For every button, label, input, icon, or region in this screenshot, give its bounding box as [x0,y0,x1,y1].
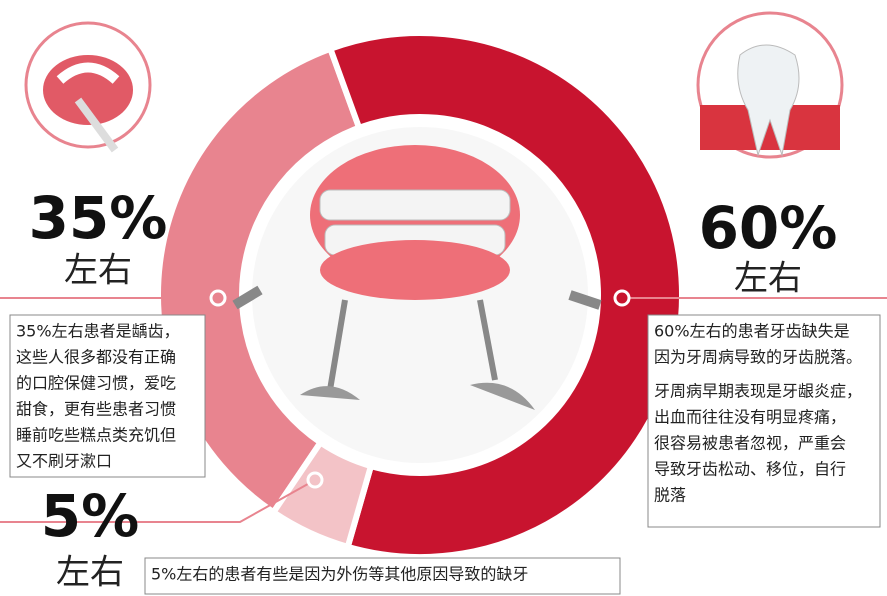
description-line: 这些人很多都没有正确 [16,348,176,367]
connector-dot [615,291,629,305]
description-line: 因为牙周病导致的牙齿脱落。 [654,348,862,367]
description-line: 又不刷牙漱口 [16,452,112,471]
description-line: 脱落 [654,486,686,505]
description-line: 的口腔保健习惯，爱吃 [16,374,176,393]
page: 35%左右35%左右患者是龋齿，这些人很多都没有正确的口腔保健习惯，爱吃甜食，更… [0,0,887,596]
chart: 35%左右35%左右患者是龋齿，这些人很多都没有正确的口腔保健习惯，爱吃甜食，更… [0,0,887,596]
description-line: 60%左右的患者牙齿缺失是 [654,322,850,341]
description-line: 35%左右患者是龋齿， [16,322,180,341]
description-line: 牙周病早期表现是牙龈炎症， [654,382,862,401]
value-label: 35% [29,184,168,252]
value-label: 5% [41,482,139,550]
description-line: 睡前吃些糕点类充饥但 [16,426,176,445]
description-line: 导致牙齿松动、移位，自行 [654,460,846,479]
value-note: 左右 [64,251,132,291]
value-label: 60% [699,194,838,262]
description-line: 甜食，更有些患者习惯 [16,400,176,419]
description-line: 5%左右的患者有些是因为外伤等其他原因导致的缺牙 [151,565,528,584]
description-line: 出血而往往没有明显疼痛， [654,408,846,427]
description-line: 很容易被患者忽视，严重会 [654,434,846,453]
value-note: 左右 [734,259,802,299]
connector-dot [308,473,322,487]
connector-dot [211,291,225,305]
value-note: 左右 [56,553,124,593]
